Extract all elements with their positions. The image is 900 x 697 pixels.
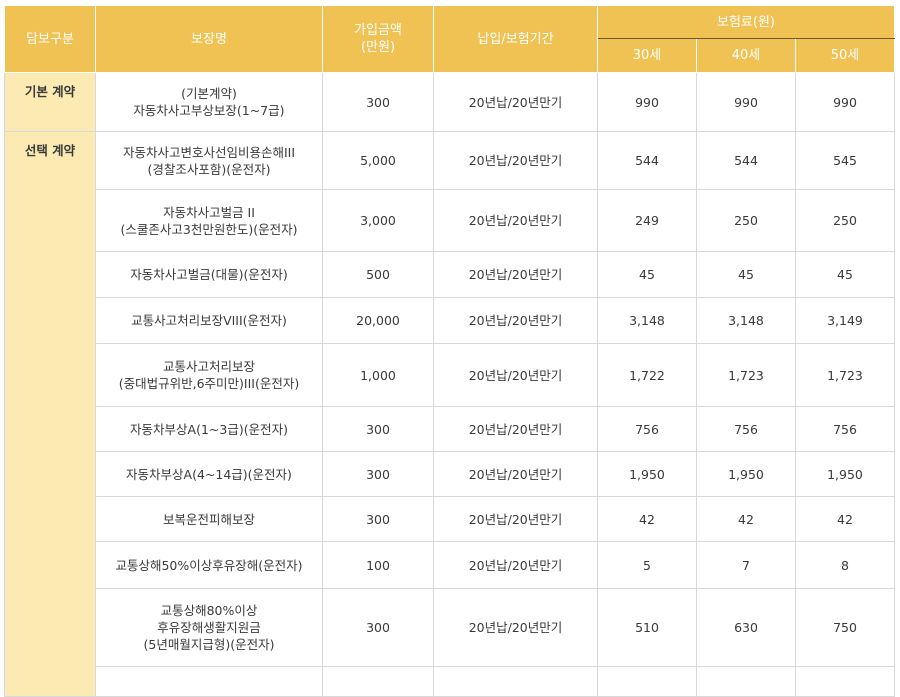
coverage-name: 교통상해80%이상 후유장해생활지원금 (5년매월지급형)(운전자) xyxy=(95,588,323,667)
premium-40: 630 xyxy=(696,588,796,667)
premium-30: 756 xyxy=(597,406,697,452)
coverage-name: 자동차부상A(4~14급)(운전자) xyxy=(95,451,323,497)
premium-30: 544 xyxy=(597,131,697,190)
coverage-name: 자동차부상A(1~3급)(운전자) xyxy=(95,406,323,452)
premium-30 xyxy=(597,666,697,697)
premium-40: 45 xyxy=(696,251,796,298)
amount-cell: 300 xyxy=(322,588,434,667)
amount-cell: 20,000 xyxy=(322,297,434,344)
table-row: 보복운전피해보장 300 20년납/20년만기 42 42 42 xyxy=(5,496,895,542)
amount-cell: 300 xyxy=(322,451,434,497)
table-row: 교통상해80%이상 후유장해생활지원금 (5년매월지급형)(운전자) 300 2… xyxy=(5,588,895,667)
premium-50: 990 xyxy=(795,72,895,132)
table-row: 자동차사고벌금(대물)(운전자) 500 20년납/20년만기 45 45 45 xyxy=(5,251,895,298)
premium-50 xyxy=(795,666,895,697)
category-basic: 기본 계약 xyxy=(4,72,96,132)
period-cell: 20년납/20년만기 xyxy=(433,72,598,132)
premium-50: 545 xyxy=(795,131,895,190)
table-header: 담보구분 보장명 가입금액 (만원) 납입/보험기간 보험료(원) 30세 40… xyxy=(4,5,895,73)
amount-cell: 500 xyxy=(322,251,434,298)
category-optional: 선택 계약 xyxy=(4,131,96,697)
premium-30: 1,722 xyxy=(597,343,697,407)
amount-cell: 3,000 xyxy=(322,189,434,252)
premium-40: 250 xyxy=(696,189,796,252)
amount-cell: 1,000 xyxy=(322,343,434,407)
premium-50: 3,149 xyxy=(795,297,895,344)
table-row: 기본 계약 (기본계약) 자동차사고부상보장(1~7급) 300 20년납/20… xyxy=(4,72,895,132)
header-premium: 보험료(원) xyxy=(597,5,895,39)
table-row: 교통사고처리보장VIII(운전자) 20,000 20년납/20년만기 3,14… xyxy=(5,297,895,344)
header-age-50: 50세 xyxy=(795,38,895,73)
coverage-name: 교통상해50%이상후유장해(운전자) xyxy=(95,541,323,589)
premium-50: 756 xyxy=(795,406,895,452)
period-cell: 20년납/20년만기 xyxy=(433,541,598,589)
coverage-name xyxy=(95,666,323,697)
premium-40: 42 xyxy=(696,496,796,542)
premium-40: 7 xyxy=(696,541,796,589)
premium-40: 1,950 xyxy=(696,451,796,497)
premium-30: 249 xyxy=(597,189,697,252)
header-category: 담보구분 xyxy=(4,5,96,73)
amount-cell: 300 xyxy=(322,72,434,132)
premium-40: 544 xyxy=(696,131,796,190)
period-cell: 20년납/20년만기 xyxy=(433,131,598,190)
premium-40: 1,723 xyxy=(696,343,796,407)
amount-cell: 100 xyxy=(322,541,434,589)
premium-50: 1,950 xyxy=(795,451,895,497)
premium-50: 1,723 xyxy=(795,343,895,407)
coverage-name: 보복운전피해보장 xyxy=(95,496,323,542)
premium-30: 45 xyxy=(597,251,697,298)
table-row: 선택 계약 자동차사고변호사선임비용손해III (경찰조사포함)(운전자) 5,… xyxy=(4,131,895,697)
period-cell: 20년납/20년만기 xyxy=(433,588,598,667)
table-row: 자동차부상A(1~3급)(운전자) 300 20년납/20년만기 756 756… xyxy=(5,406,895,452)
premium-30: 5 xyxy=(597,541,697,589)
period-cell: 20년납/20년만기 xyxy=(433,251,598,298)
premium-50: 250 xyxy=(795,189,895,252)
premium-40 xyxy=(696,666,796,697)
amount-cell: 300 xyxy=(322,496,434,542)
premium-30: 510 xyxy=(597,588,697,667)
premium-30: 42 xyxy=(597,496,697,542)
coverage-name: 자동차사고변호사선임비용손해III (경찰조사포함)(운전자) xyxy=(95,131,323,190)
period-cell: 20년납/20년만기 xyxy=(433,343,598,407)
header-amount: 가입금액 (만원) xyxy=(322,5,434,73)
period-cell: 20년납/20년만기 xyxy=(433,451,598,497)
table-row: 자동차부상A(4~14급)(운전자) 300 20년납/20년만기 1,950 … xyxy=(5,451,895,497)
amount-cell: 5,000 xyxy=(322,131,434,190)
premium-50: 45 xyxy=(795,251,895,298)
header-age-40: 40세 xyxy=(696,38,796,73)
table-row: 교통상해50%이상후유장해(운전자) 100 20년납/20년만기 5 7 8 xyxy=(5,541,895,589)
table-row: 자동차사고벌금 II (스쿨존사고3천만원한도)(운전자) 3,000 20년납… xyxy=(5,189,895,252)
header-coverage: 보장명 xyxy=(95,5,323,73)
table-row: 교통사고처리보장 (중대법규위반,6주미만)III(운전자) 1,000 20년… xyxy=(5,343,895,407)
premium-40: 3,148 xyxy=(696,297,796,344)
premium-50: 8 xyxy=(795,541,895,589)
coverage-name: 교통사고처리보장VIII(운전자) xyxy=(95,297,323,344)
premium-40: 990 xyxy=(696,72,796,132)
table-row xyxy=(5,666,895,697)
coverage-name: (기본계약) 자동차사고부상보장(1~7급) xyxy=(95,72,323,132)
table-body: 기본 계약 (기본계약) 자동차사고부상보장(1~7급) 300 20년납/20… xyxy=(4,72,895,697)
premium-50: 750 xyxy=(795,588,895,667)
premium-table: 담보구분 보장명 가입금액 (만원) 납입/보험기간 보험료(원) 30세 40… xyxy=(4,5,895,697)
amount-cell xyxy=(322,666,434,697)
period-cell: 20년납/20년만기 xyxy=(433,406,598,452)
header-age-30: 30세 xyxy=(597,38,697,73)
amount-cell: 300 xyxy=(322,406,434,452)
header-period: 납입/보험기간 xyxy=(433,5,598,73)
premium-30: 3,148 xyxy=(597,297,697,344)
coverage-name: 자동차사고벌금 II (스쿨존사고3천만원한도)(운전자) xyxy=(95,189,323,252)
period-cell: 20년납/20년만기 xyxy=(433,496,598,542)
premium-50: 42 xyxy=(795,496,895,542)
period-cell xyxy=(433,666,598,697)
premium-40: 756 xyxy=(696,406,796,452)
coverage-name: 교통사고처리보장 (중대법규위반,6주미만)III(운전자) xyxy=(95,343,323,407)
coverage-name: 자동차사고벌금(대물)(운전자) xyxy=(95,251,323,298)
period-cell: 20년납/20년만기 xyxy=(433,189,598,252)
period-cell: 20년납/20년만기 xyxy=(433,297,598,344)
premium-30: 990 xyxy=(597,72,697,132)
premium-30: 1,950 xyxy=(597,451,697,497)
